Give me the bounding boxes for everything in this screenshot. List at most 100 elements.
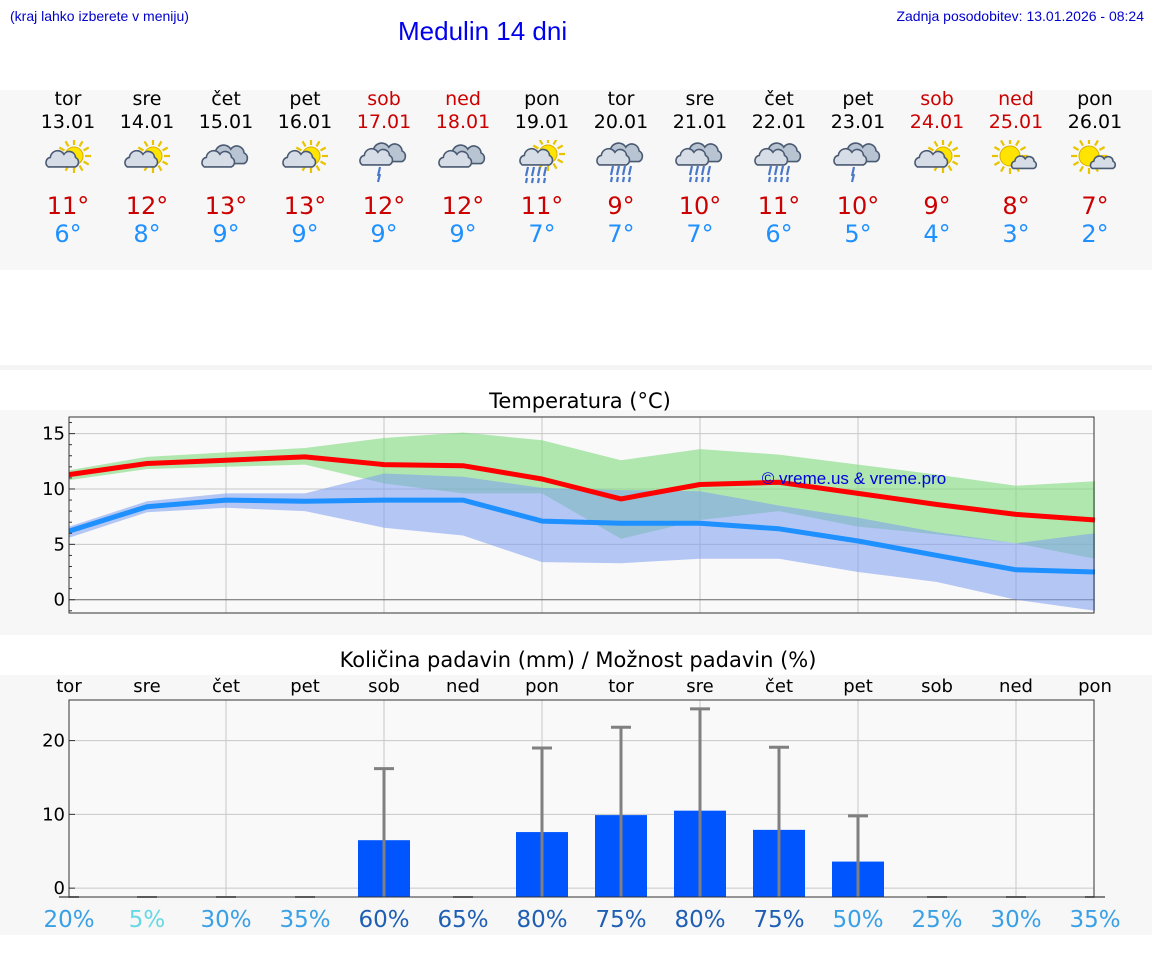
max-temperature: 11° [520,192,564,220]
max-temperature: 12° [441,192,485,220]
forecast-band [0,90,1152,270]
min-temperature: 5° [844,220,872,248]
temperature-tick-label: 0 [54,590,65,611]
cloud-shape [675,147,710,166]
precipitation-day-label: čet [212,676,240,697]
forecast-day: sre 21.01 10° 7° [660,88,740,248]
precipitation-probability: 30% [200,907,251,933]
cloud-icon [201,144,249,168]
cloud-shape [914,149,949,168]
sun-ray [552,162,558,170]
rain-drop [542,166,548,177]
rain-drop [536,166,542,177]
day-date: 18.01 [435,111,491,133]
cloud-rain-icon [596,142,644,183]
min-temperature: 8° [133,220,161,248]
precipitation-probability: 35% [1069,907,1120,933]
sun-ray [295,146,303,152]
sun-ray [143,140,149,148]
day-name: sob [920,88,954,110]
day-date: 16.01 [277,111,333,133]
sun-ray [137,146,145,152]
cloud-shape [282,149,317,168]
temperature-tick-label: 15 [42,424,65,445]
precipitation-tick-label: 10 [42,804,65,825]
rain-drop [773,176,778,183]
max-temperature: 13° [204,192,248,220]
min-temperature: 9° [291,220,319,248]
precipitation-day-label: tor [56,676,82,697]
rain-drop [524,166,530,177]
sun-ray [933,140,939,148]
sun-ray [532,144,540,150]
forecast-day: sre 14.01 12° 8° [107,88,187,248]
rain-drop [536,177,541,184]
sun-ray [1015,140,1020,147]
sun-ray [78,164,84,172]
forecast-day: čet 15.01 13° 9° [186,88,266,248]
min-temperature: 7° [528,220,556,248]
separator-band [0,365,1152,370]
forecast-day: pet 16.01 13° 9° [265,88,345,248]
precipitation-tick-label: 20 [42,731,65,752]
precipitation-probability: 50% [832,907,883,933]
sun-ray [319,146,327,152]
cloud-shape [45,149,80,168]
min-temperature: 6° [54,220,82,248]
sun-cloud-icon [45,140,91,173]
day-name: ned [998,88,1034,110]
precipitation-probability: 60% [358,907,409,933]
sun-ray [58,146,66,152]
cloud-rain-icon [675,142,723,183]
rain-drop [850,173,856,183]
cloud-shape [596,147,631,166]
cloud-shape [1089,155,1117,170]
min-temperature-range [69,473,1095,611]
rain-drop [706,176,711,183]
precipitation-day-label: čet [765,676,793,697]
rain-drop [779,176,784,183]
forecast-day: sob 24.01 9° 4° [897,88,977,248]
rain-drop [767,165,773,176]
max-temperature: 10° [836,192,880,220]
sun-ray [947,164,953,172]
rain-drop [850,166,856,177]
sun-ray [951,146,959,152]
rain-drop [773,165,779,176]
max-temperature: 8° [1002,192,1030,220]
sun-ray [64,140,70,148]
sun-ray [538,140,544,146]
precipitation-day-label: ned [446,676,480,697]
day-name: sre [685,88,715,110]
cloud-shape [833,147,868,166]
sun-ray [1098,146,1106,151]
sun-ray [157,164,163,172]
sun-ray [157,140,163,148]
sun-ray [993,161,1001,166]
sun-cloud-icon [124,140,170,173]
rain-drop [627,176,632,183]
cloud-rain-icon [833,142,881,183]
day-date: 25.01 [988,111,1044,133]
forecast-day: pon 19.01 11° 7° [502,88,582,248]
precipitation-day-label: pon [1078,676,1112,697]
sun-ray [1000,165,1005,173]
sun-small-cloud-icon [992,140,1038,174]
day-name: sre [132,88,162,110]
max-temperature: 12° [125,192,169,220]
max-temperature: 7° [1081,192,1109,220]
precipitation-day-label: ned [999,676,1033,697]
rain-drop [542,177,547,184]
rain-drop [627,165,633,176]
max-temperature: 11° [46,192,90,220]
rain-drop [376,166,382,177]
precipitation-chart: tor sre čet pet sob ned pon tor sre čet pet sob ned p… [42,676,1120,933]
sun-ray [1079,140,1084,147]
precipitation-day-label: pet [843,676,873,697]
rain-drop [621,165,627,176]
precipitation-probability: 80% [674,907,725,933]
forecast-day: čet 22.01 11° 6° [739,88,819,248]
cloud-rain-icon [359,142,407,183]
precipitation-axes-frame [68,699,1095,898]
